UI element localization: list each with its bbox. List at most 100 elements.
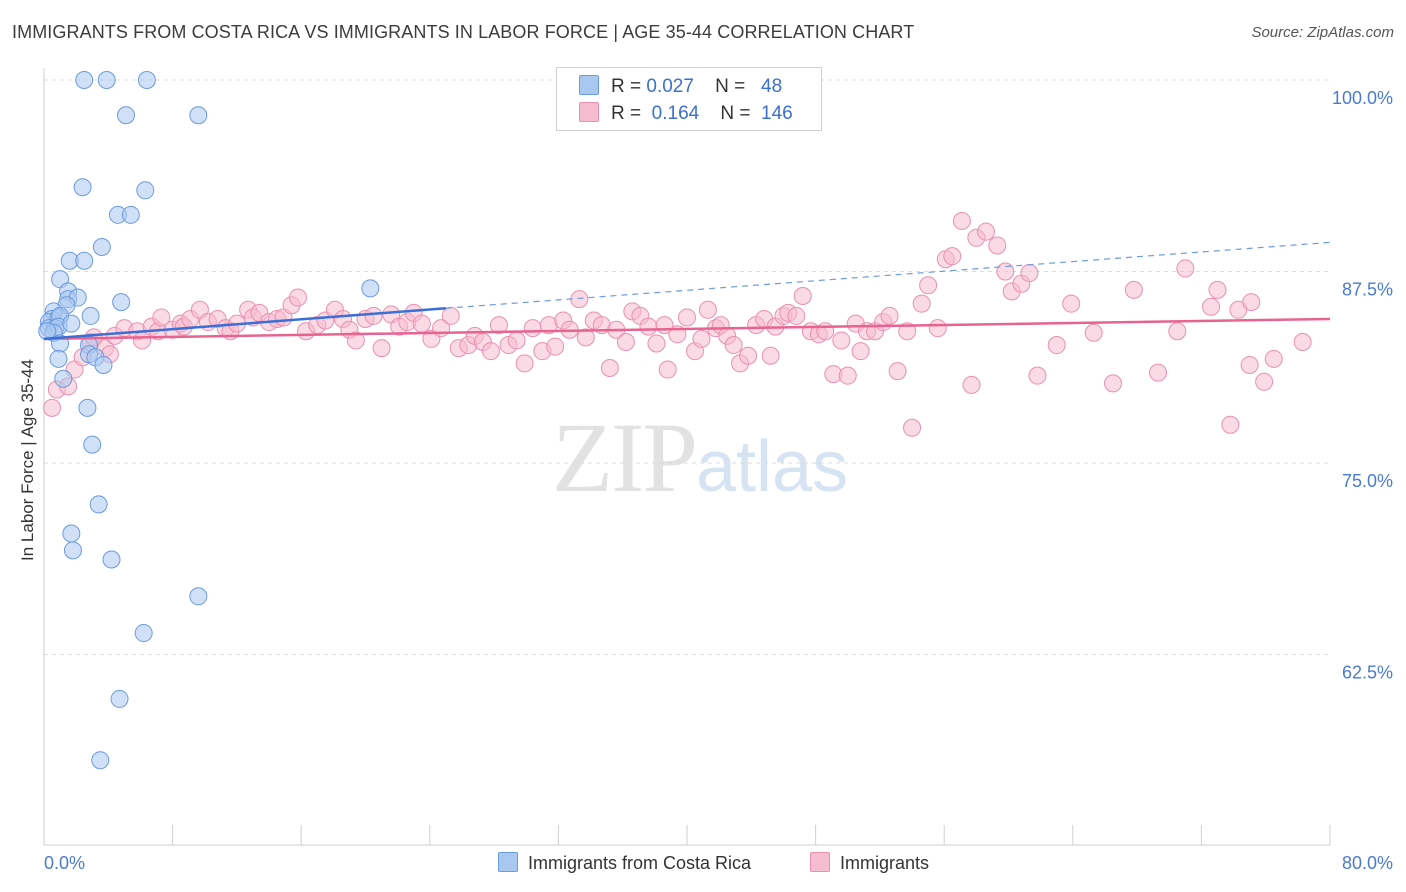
immigrants-point bbox=[1020, 264, 1039, 283]
immigrants-point bbox=[976, 222, 995, 241]
immigrants-point bbox=[1062, 294, 1081, 313]
immigrants-point bbox=[816, 322, 835, 341]
immigrants-point bbox=[880, 306, 899, 325]
immigrants-point bbox=[928, 319, 947, 338]
immigrants-point bbox=[412, 314, 431, 333]
source-credit: Source: ZipAtlas.com bbox=[1251, 24, 1394, 41]
immigrants-points bbox=[43, 211, 1312, 437]
chart-title: IMMIGRANTS FROM COSTA RICA VS IMMIGRANTS… bbox=[12, 22, 915, 42]
costa-rica-point bbox=[75, 71, 94, 89]
costa-rica-point bbox=[89, 495, 108, 514]
y-tick-label: 62.5% bbox=[1342, 663, 1393, 683]
legend-r-label: R = bbox=[611, 76, 642, 97]
immigrants-point bbox=[1124, 280, 1143, 299]
costa-rica-point bbox=[97, 71, 116, 89]
legend-n-value: 146 bbox=[761, 103, 793, 124]
immigrants-point bbox=[658, 360, 677, 379]
immigrants-point bbox=[570, 290, 589, 309]
immigrants-point bbox=[943, 247, 962, 266]
immigrants-point bbox=[507, 331, 526, 350]
costa-rica-point bbox=[189, 106, 208, 125]
costa-rica-point bbox=[92, 237, 111, 256]
immigrants-point bbox=[888, 362, 907, 381]
bottom-legend-costa-rica: Immigrants from Costa Rica bbox=[498, 852, 751, 874]
immigrants-point bbox=[1084, 323, 1103, 342]
legend-n-label: N = bbox=[720, 103, 751, 124]
immigrants-point bbox=[988, 236, 1007, 255]
immigrants-point bbox=[372, 339, 391, 358]
tick-labels: 100.0% 87.5% 75.0% 62.5% 0.0% 80.0% bbox=[44, 88, 1393, 873]
immigrants-point bbox=[919, 276, 938, 295]
costa-rica-point bbox=[121, 205, 140, 224]
immigrants-point bbox=[1221, 415, 1240, 434]
correlation-legend: R = 0.027 N = 48 R = 0.164 N = 146 bbox=[556, 67, 822, 131]
pink-swatch-icon bbox=[579, 102, 599, 122]
immigrants-point bbox=[903, 418, 922, 437]
immigrants-point bbox=[288, 288, 307, 307]
immigrants-point bbox=[364, 306, 383, 325]
immigrants-point bbox=[523, 319, 542, 338]
costa-rica-points bbox=[38, 71, 380, 770]
costa-rica-point bbox=[81, 306, 100, 325]
y-tick-label: 100.0% bbox=[1332, 88, 1393, 108]
immigrants-point bbox=[1242, 293, 1261, 312]
immigrants-point bbox=[489, 316, 508, 335]
costa-rica-trend-line bbox=[43, 307, 446, 341]
legend-r-value: 0.164 bbox=[651, 103, 700, 124]
immigrants-point bbox=[962, 375, 981, 394]
immigrants-point bbox=[616, 332, 635, 351]
immigrants-point bbox=[787, 306, 806, 325]
immigrants-point bbox=[692, 329, 711, 348]
y-tick-label: 75.0% bbox=[1342, 471, 1393, 491]
axes bbox=[43, 68, 1331, 846]
immigrants-point bbox=[1168, 322, 1187, 341]
costa-rica-point bbox=[62, 524, 81, 543]
y-tick-label: 87.5% bbox=[1342, 280, 1393, 300]
legend-n-label: N = bbox=[715, 76, 746, 97]
immigrants-point bbox=[996, 262, 1015, 281]
immigrants-point bbox=[698, 300, 717, 319]
costa-rica-point bbox=[116, 106, 135, 125]
costa-rica-point bbox=[361, 279, 380, 298]
immigrants-point bbox=[43, 398, 62, 417]
immigrants-point bbox=[1208, 280, 1227, 299]
immigrants-point bbox=[515, 354, 534, 373]
costa-rica-point bbox=[102, 550, 121, 569]
costa-rica-point bbox=[62, 314, 81, 333]
immigrants-point bbox=[898, 322, 917, 341]
immigrants-point bbox=[546, 337, 565, 356]
costa-rica-point bbox=[73, 178, 92, 197]
immigrants-point bbox=[1028, 366, 1047, 385]
bottom-legend-immigrants: Immigrants bbox=[810, 852, 929, 874]
costa-rica-point bbox=[94, 355, 113, 374]
bottom-legend-label: Immigrants bbox=[840, 853, 930, 873]
costa-rica-point bbox=[83, 435, 102, 454]
immigrants-point bbox=[761, 346, 780, 365]
costa-rica-point bbox=[63, 541, 82, 560]
costa-rica-point bbox=[75, 251, 94, 270]
immigrants-point bbox=[793, 287, 812, 306]
immigrants-point bbox=[1103, 374, 1122, 393]
immigrants-point bbox=[576, 328, 595, 347]
immigrants-point bbox=[600, 359, 619, 378]
legend-n-value: 48 bbox=[761, 76, 783, 97]
immigrants-point bbox=[724, 336, 743, 355]
immigrants-point bbox=[1202, 297, 1221, 316]
immigrants-point bbox=[838, 366, 857, 385]
costa-rica-point bbox=[54, 369, 73, 388]
costa-rica-point bbox=[112, 293, 131, 312]
immigrants-point bbox=[639, 317, 658, 336]
immigrants-point bbox=[1240, 355, 1259, 374]
immigrants-point bbox=[851, 342, 870, 361]
immigrants-point bbox=[1148, 363, 1167, 382]
immigrants-point bbox=[739, 346, 758, 365]
blue-swatch-icon bbox=[579, 75, 599, 95]
immigrants-point bbox=[481, 342, 500, 361]
immigrants-point bbox=[647, 334, 666, 353]
immigrants-point bbox=[1264, 349, 1283, 368]
immigrants-point bbox=[1293, 332, 1312, 351]
costa-rica-point bbox=[78, 398, 97, 417]
costa-rica-point bbox=[110, 689, 129, 708]
bottom-legend-label: Immigrants from Costa Rica bbox=[528, 853, 752, 873]
watermark-atlas: atlas bbox=[696, 427, 849, 507]
